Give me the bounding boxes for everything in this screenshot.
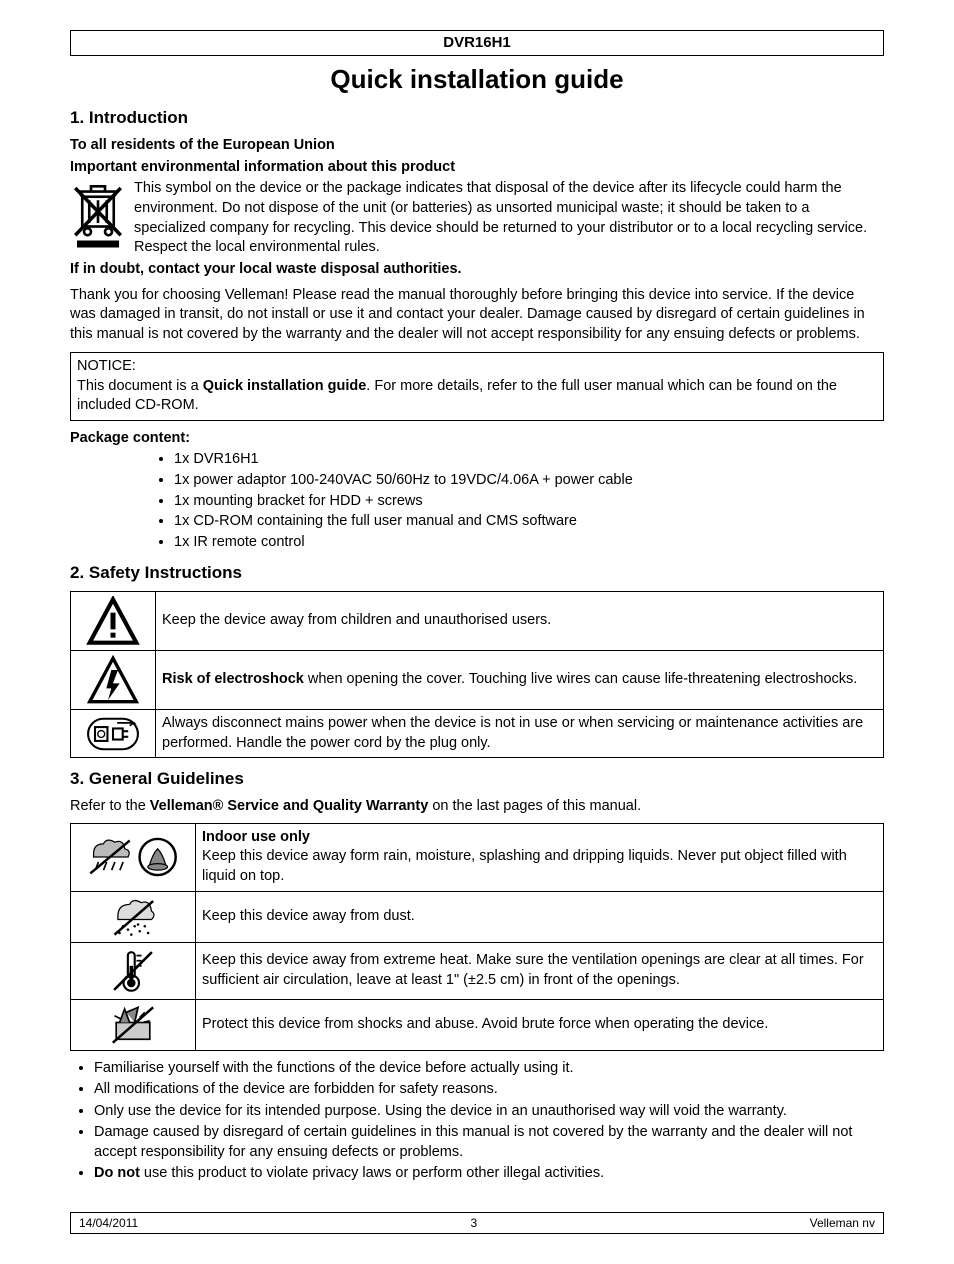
electroshock-icon [71, 651, 156, 710]
guideline-bullet: Do not use this product to violate priva… [94, 1164, 884, 1184]
unplug-icon [71, 710, 156, 758]
section-1-heading: 1. Introduction [70, 107, 884, 130]
thanks-paragraph: Thank you for choosing Velleman! Please … [70, 286, 884, 345]
package-item: 1x DVR16H1 [174, 450, 884, 470]
notice-body: This document is a Quick installation gu… [77, 377, 877, 416]
refer-post: on the last pages of this manual. [428, 798, 641, 814]
package-list: 1x DVR16H1 1x power adaptor 100-240VAC 5… [70, 450, 884, 552]
safety-row-text: Keep the device away from children and u… [156, 592, 884, 651]
heat-icon [71, 942, 196, 999]
safety-text: when opening the cover. Touching live wi… [304, 671, 857, 687]
guideline-bullet: Damage caused by disregard of certain gu… [94, 1123, 884, 1162]
notice-label: NOTICE: [77, 357, 877, 377]
package-item: 1x IR remote control [174, 533, 884, 553]
guideline-bullet: All modifications of the device are forb… [94, 1080, 884, 1100]
package-item: 1x power adaptor 100-240VAC 50/60Hz to 1… [174, 471, 884, 491]
refer-line: Refer to the Velleman® Service and Quali… [70, 797, 884, 817]
notice-pre: This document is a [77, 378, 203, 394]
header-model: DVR16H1 [443, 34, 511, 51]
footer-page: 3 [471, 1215, 478, 1231]
safety-text: Keep the device away from children and u… [162, 612, 551, 628]
package-label: Package content: [70, 429, 884, 449]
weee-text: This symbol on the device or the package… [134, 179, 884, 257]
indoor-rain-icon [71, 823, 196, 891]
guidelines-table: Indoor use only Keep this device away fo… [70, 823, 884, 1051]
notice-bold: Quick installation guide [203, 378, 367, 394]
section-3-heading: 3. General Guidelines [70, 768, 884, 791]
guideline-text: Keep this device away from dust. [202, 908, 415, 924]
header-model-box: DVR16H1 [70, 30, 884, 56]
weee-icon [70, 181, 126, 258]
package-item: 1x CD-ROM containing the full user manua… [174, 512, 884, 532]
guidelines-bullets: Familiarise yourself with the functions … [70, 1059, 884, 1184]
notice-box: NOTICE: This document is a Quick install… [70, 352, 884, 421]
shock-abuse-icon [71, 999, 196, 1050]
guideline-text: Protect this device from shocks and abus… [202, 1016, 768, 1032]
intro-line3: If in doubt, contact your local waste di… [70, 260, 884, 280]
safety-row-text: Always disconnect mains power when the d… [156, 710, 884, 758]
section-2-heading: 2. Safety Instructions [70, 562, 884, 585]
guideline-bold: Indoor use only [202, 829, 310, 845]
refer-pre: Refer to the [70, 798, 150, 814]
guideline-bullet: Familiarise yourself with the functions … [94, 1059, 884, 1079]
footer-company: Velleman nv [810, 1215, 875, 1231]
guideline-text: Keep this device away form rain, moistur… [202, 848, 847, 884]
safety-bold: Risk of electroshock [162, 671, 304, 687]
guideline-row-text: Keep this device away from extreme heat.… [196, 942, 884, 999]
package-item: 1x mounting bracket for HDD + screws [174, 492, 884, 512]
guideline-row-text: Indoor use only Keep this device away fo… [196, 823, 884, 891]
intro-line1: To all residents of the European Union [70, 136, 884, 156]
page-footer: 14/04/2011 3 Velleman nv [70, 1212, 884, 1234]
guideline-row-text: Keep this device away from dust. [196, 891, 884, 942]
refer-bold: Velleman® Service and Quality Warranty [150, 798, 429, 814]
guideline-text: Keep this device away from extreme heat.… [202, 952, 864, 988]
guideline-row-text: Protect this device from shocks and abus… [196, 999, 884, 1050]
guideline-bullet: Only use the device for its intended pur… [94, 1102, 884, 1122]
safety-row-text: Risk of electroshock when opening the co… [156, 651, 884, 710]
warning-icon [71, 592, 156, 651]
dust-icon [71, 891, 196, 942]
safety-text: Always disconnect mains power when the d… [162, 715, 863, 751]
page-title: Quick installation guide [70, 62, 884, 97]
footer-date: 14/04/2011 [79, 1215, 138, 1231]
intro-line2: Important environmental information abou… [70, 158, 884, 178]
safety-table: Keep the device away from children and u… [70, 591, 884, 758]
